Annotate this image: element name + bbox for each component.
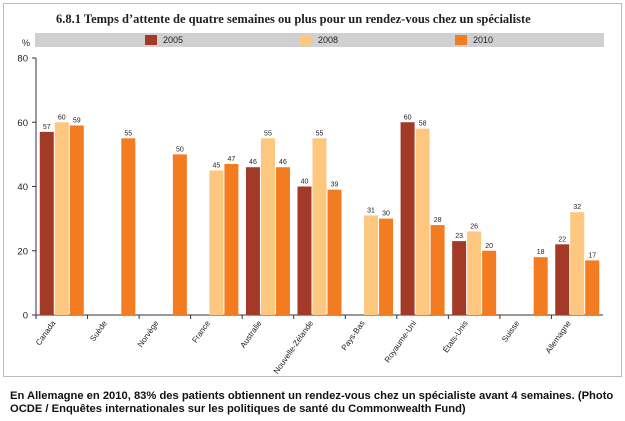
data-label: 28 xyxy=(434,217,442,224)
bar-2005 xyxy=(400,122,415,315)
data-label: 47 xyxy=(228,156,236,163)
legend-item-2005: 2005 xyxy=(145,33,183,47)
chart-title: 6.8.1 Temps d’attente de quatre semaines… xyxy=(56,12,531,26)
data-label: 55 xyxy=(124,130,132,137)
x-tick-label: Canada xyxy=(34,319,58,348)
data-label: 50 xyxy=(176,146,184,153)
bar-2008 xyxy=(54,122,69,315)
data-label: 55 xyxy=(264,130,272,137)
legend: 2005 2008 2010 xyxy=(35,33,604,47)
legend-label: 2005 xyxy=(163,35,184,45)
data-label: 59 xyxy=(73,117,81,124)
data-label: 20 xyxy=(485,243,493,250)
bar-2008 xyxy=(312,138,327,315)
data-label: 46 xyxy=(279,159,287,166)
legend-swatch xyxy=(145,35,157,45)
data-label: 58 xyxy=(419,121,427,128)
bar-2010 xyxy=(121,138,136,315)
data-label: 60 xyxy=(404,114,412,121)
bar-2010 xyxy=(430,225,445,315)
legend-item-2008: 2008 xyxy=(300,33,338,47)
x-tick-label: Nouvelle-Zélande xyxy=(272,319,316,376)
y-tick-label: 0 xyxy=(23,311,28,322)
bar-2010 xyxy=(69,125,84,316)
bar-chart: 0 20 40 60 80 57 60 59 Canada 55 Suède 50 Norvège 45 4… xyxy=(17,54,603,376)
x-tick-label: Norvège xyxy=(136,319,161,349)
bar-2005 xyxy=(452,241,467,315)
x-tick-label: Suisse xyxy=(500,319,521,344)
y-tick-label: 80 xyxy=(17,54,28,65)
data-label: 45 xyxy=(213,162,221,169)
bar-2010 xyxy=(327,189,342,315)
bar-2010 xyxy=(275,167,290,315)
legend-label: 2010 xyxy=(473,35,494,45)
data-label: 18 xyxy=(537,249,545,256)
bar-2005 xyxy=(39,131,54,315)
bar-2005 xyxy=(297,186,312,315)
data-label: 55 xyxy=(316,130,324,137)
x-tick-label: Suède xyxy=(88,319,109,344)
bar-2010 xyxy=(172,154,187,315)
bar-2010 xyxy=(379,218,394,315)
bar-2010 xyxy=(224,164,239,315)
data-label: 23 xyxy=(455,233,463,240)
bar-2005 xyxy=(245,167,260,315)
bar-2010 xyxy=(585,260,600,315)
data-label: 30 xyxy=(382,211,390,218)
y-tick-label: 20 xyxy=(17,246,28,257)
bar-2010 xyxy=(533,257,548,315)
x-tick-label: Royaume-Uni xyxy=(383,319,419,364)
data-label: 17 xyxy=(588,252,596,259)
legend-swatch xyxy=(300,35,312,45)
x-tick-label: États-Unis xyxy=(441,319,470,354)
data-label: 57 xyxy=(43,124,51,131)
data-label: 46 xyxy=(249,159,257,166)
legend-label: 2008 xyxy=(318,35,339,45)
bar-2010 xyxy=(482,250,497,315)
x-tick-label: Australie xyxy=(238,319,264,350)
data-label: 60 xyxy=(58,114,66,121)
x-tick-label: Allemagne xyxy=(544,319,573,356)
y-tick-label: 40 xyxy=(17,182,28,193)
bar-2008 xyxy=(209,170,224,315)
data-label: 22 xyxy=(558,236,566,243)
legend-item-2010: 2010 xyxy=(455,33,493,47)
caption: En Allemagne en 2010, 83% des patients o… xyxy=(10,390,614,415)
legend-swatch xyxy=(455,35,467,45)
data-label: 39 xyxy=(331,182,339,189)
data-label: 32 xyxy=(573,204,581,211)
y-tick-label: 60 xyxy=(17,118,28,129)
data-label: 40 xyxy=(301,179,309,186)
bar-2008 xyxy=(260,138,275,315)
bar-2008 xyxy=(415,128,430,315)
bar-2005 xyxy=(555,244,570,315)
data-label: 26 xyxy=(470,223,478,230)
bar-2008 xyxy=(467,231,482,315)
bar-2008 xyxy=(364,215,379,315)
x-tick-label: Pays-Bas xyxy=(340,319,367,352)
y-axis-unit: % xyxy=(22,38,31,48)
data-label: 31 xyxy=(367,207,375,214)
x-tick-label: France xyxy=(190,319,212,345)
bar-2008 xyxy=(570,212,585,315)
